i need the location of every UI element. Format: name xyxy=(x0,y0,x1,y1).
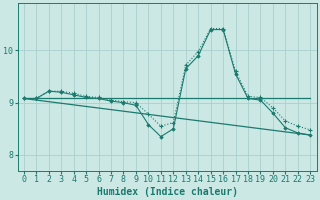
X-axis label: Humidex (Indice chaleur): Humidex (Indice chaleur) xyxy=(97,186,237,197)
